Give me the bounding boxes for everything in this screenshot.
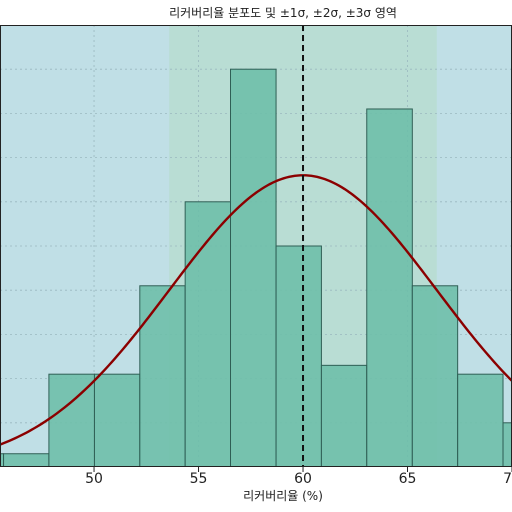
normal-curve-line	[0, 174, 512, 446]
histogram-bar-4	[93, 373, 141, 467]
histogram-bar-2	[3, 453, 50, 467]
x-tick-label: 60	[294, 471, 312, 487]
histogram-bar-13	[502, 422, 512, 467]
x-tick-label: 65	[399, 471, 417, 487]
histogram-bar-7	[230, 68, 277, 467]
histogram-bar-3	[48, 373, 95, 467]
x-tick-label: 70	[503, 471, 512, 487]
x-axis-ticks: 50 55 60 65 70	[85, 467, 512, 487]
histogram-bar-10	[366, 108, 413, 467]
histogram-bar-6	[184, 201, 232, 467]
histogram-bar-12	[457, 373, 504, 467]
plot-area	[0, 25, 512, 467]
histogram-bar-5	[139, 285, 186, 467]
histogram-bar-8	[275, 245, 322, 467]
x-tick-label: 55	[190, 471, 208, 487]
histogram-bar-11	[411, 285, 459, 467]
x-axis-label: 리커버리율 (%)	[243, 489, 323, 503]
x-tick-label: 50	[85, 471, 103, 487]
chart-title: 리커버리율 분포도 및 ±1σ, ±2σ, ±3σ 영역	[169, 6, 397, 20]
histogram-bar-9	[320, 364, 368, 467]
